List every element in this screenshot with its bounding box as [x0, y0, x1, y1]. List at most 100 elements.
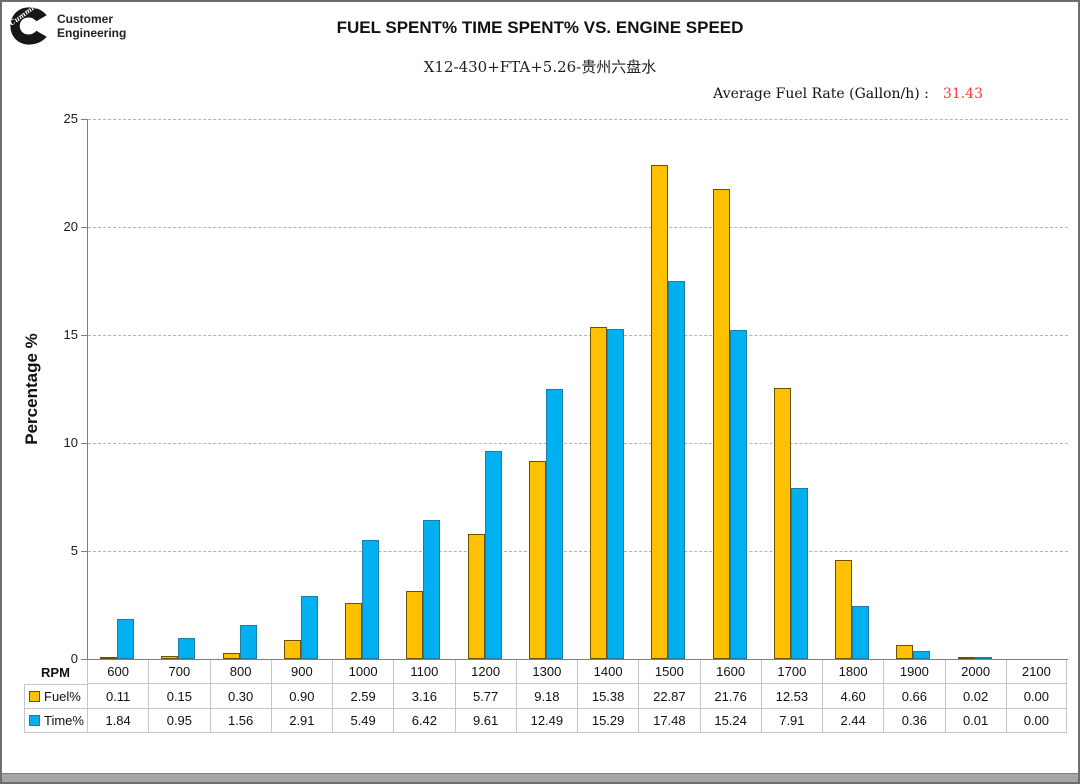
legend-swatch-Time	[29, 715, 40, 726]
window-bottom-frame	[2, 773, 1078, 782]
x-tick-label-800: 800	[209, 660, 271, 684]
y-axis-title: Percentage %	[22, 333, 41, 445]
bar-Time-1700	[790, 488, 808, 659]
average-fuel-rate-label: Average Fuel Rate (Gallon/h) :	[713, 86, 929, 102]
y-tick-label-10: 10	[63, 435, 78, 450]
legend-swatch-Fuel	[29, 691, 40, 702]
value-Fuel-900: 0.90	[270, 684, 332, 709]
x-axis-title: RPM	[41, 664, 70, 680]
x-tick-label-1000: 1000	[332, 660, 394, 684]
value-Fuel-1200: 5.77	[454, 684, 516, 709]
bar-Time-700	[178, 638, 196, 659]
x-tick-label-600: 600	[87, 660, 149, 684]
x-tick-label-1800: 1800	[822, 660, 884, 684]
value-Fuel-1600: 21.76	[699, 684, 761, 709]
value-Fuel-1900: 0.66	[883, 684, 945, 709]
legend-label-Time: Time%	[44, 713, 84, 728]
value-Time-1800: 2.44	[822, 709, 884, 733]
x-tick-label-1100: 1100	[393, 660, 455, 684]
value-Fuel-1300: 9.18	[515, 684, 577, 709]
bar-Fuel-900	[283, 639, 301, 659]
bar-Fuel-1200	[467, 534, 485, 659]
x-tick-label-700: 700	[148, 660, 210, 684]
y-tick-label-20: 20	[63, 219, 78, 234]
value-Time-1200: 9.61	[454, 709, 516, 733]
value-Fuel-2000: 0.02	[944, 684, 1006, 709]
value-Time-1000: 5.49	[332, 709, 394, 733]
x-tick-label-1900: 1900	[883, 660, 945, 684]
value-Fuel-700: 0.15	[148, 684, 210, 709]
bar-Time-800	[239, 625, 257, 659]
gridline-15	[88, 334, 1068, 336]
value-Fuel-600: 0.11	[87, 684, 149, 709]
value-Time-1600: 15.24	[699, 709, 761, 733]
y-tick-label-15: 15	[63, 327, 78, 342]
bar-Time-1000	[362, 540, 379, 659]
value-Time-1400: 15.29	[577, 709, 639, 733]
legend-Fuel: Fuel%	[24, 684, 87, 709]
x-tick-label-1200: 1200	[454, 660, 516, 684]
bar-Fuel-1900	[896, 644, 914, 659]
value-Time-600: 1.84	[87, 709, 149, 733]
bar-Fuel-2000	[957, 657, 975, 659]
value-Time-2100: 0.00	[1005, 709, 1067, 733]
y-tick-0	[81, 658, 88, 660]
chart-subtitle: X12-430+FTA+5.26-贵州六盘水	[423, 58, 657, 76]
y-tick-label-0: 0	[70, 651, 78, 666]
value-Time-1700: 7.91	[760, 709, 822, 733]
logo-caption-line1: Customer	[57, 11, 114, 26]
value-Fuel-1800: 4.60	[822, 684, 884, 709]
value-Fuel-1700: 12.53	[760, 684, 822, 709]
y-tick-label-25: 25	[63, 111, 78, 126]
bar-Time-2000	[974, 657, 992, 659]
x-tick-label-1600: 1600	[699, 660, 761, 684]
bar-Fuel-1800	[835, 559, 852, 659]
bar-Time-900	[300, 596, 318, 659]
x-tick-label-1500: 1500	[638, 660, 700, 684]
value-Time-900: 2.91	[270, 709, 332, 733]
x-tick-label-1700: 1700	[760, 660, 822, 684]
bar-Fuel-700	[161, 655, 179, 659]
average-fuel-rate-value: 31.43	[942, 86, 983, 102]
bar-Time-1800	[852, 606, 869, 659]
plot-area	[81, 118, 1068, 660]
gridline-20	[88, 226, 1068, 228]
x-tick-label-1400: 1400	[577, 660, 639, 684]
legend-label-Fuel: Fuel%	[44, 689, 81, 704]
y-tick-15	[81, 334, 88, 336]
cummins-c-icon: Cummins	[10, 7, 47, 45]
value-Fuel-1400: 15.38	[577, 684, 639, 709]
gridline-5	[88, 550, 1068, 552]
average-fuel-rate-line: Average Fuel Rate (Gallon/h) : 31.43	[713, 86, 983, 102]
x-tick-label-1300: 1300	[515, 660, 577, 684]
bar-Fuel-1400	[590, 326, 607, 659]
bar-Time-1600	[729, 329, 747, 659]
cummins-logo: Cummins Customer Engineering	[10, 7, 126, 45]
value-Fuel-1100: 3.16	[393, 684, 455, 709]
bar-Fuel-1300	[528, 460, 546, 659]
bar-Fuel-1100	[406, 590, 424, 659]
value-Time-1300: 12.49	[515, 709, 577, 733]
y-tick-20	[81, 226, 88, 228]
bar-Time-1400	[607, 328, 624, 659]
gridline-25	[88, 118, 1068, 120]
bar-Time-1500	[668, 281, 686, 659]
bar-Fuel-600	[100, 656, 117, 659]
value-Fuel-1000: 2.59	[332, 684, 394, 709]
chart-title: FUEL SPENT% TIME SPENT% VS. ENGINE SPEED	[336, 18, 744, 37]
y-tick-label-5: 5	[70, 543, 78, 558]
bar-Time-1300	[545, 389, 563, 659]
bar-Time-1100	[423, 520, 441, 659]
gridline-10	[88, 442, 1068, 444]
data-table: RPM 600 700 800 900 1000 1100 1200 1300 1400 1500 1…	[24, 660, 1067, 733]
value-Time-700: 0.95	[148, 709, 210, 733]
bar-Time-1200	[484, 451, 502, 659]
x-tick-label-2000: 2000	[944, 660, 1006, 684]
y-tick-10	[81, 442, 88, 444]
x-tick-label-900: 900	[270, 660, 332, 684]
value-Fuel-800: 0.30	[209, 684, 271, 709]
logo-caption-line2: Engineering	[57, 26, 127, 40]
bar-Time-600	[117, 619, 134, 659]
value-Time-1500: 17.48	[638, 709, 700, 733]
y-tick-25	[81, 118, 88, 120]
